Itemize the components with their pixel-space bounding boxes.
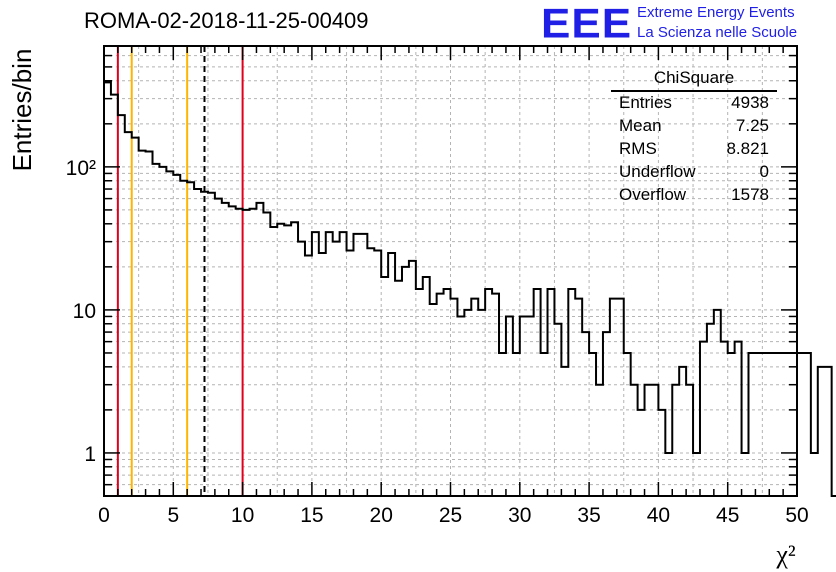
stats-row-underflow: Underflow 0: [619, 162, 769, 184]
grid-lines: [104, 46, 797, 496]
x-tick-labels: 0 5 10 15 20 25 30 35 40 45 50: [98, 504, 809, 527]
y-tick-label: 10: [73, 300, 96, 323]
x-tick-label: 45: [716, 504, 739, 527]
stats-label: Mean: [619, 116, 662, 135]
x-tick-label: 25: [439, 504, 462, 527]
x-axis-label: χ²: [775, 540, 796, 569]
x-tick-label: 20: [370, 504, 393, 527]
stats-divider: [611, 90, 777, 92]
stats-label: Entries: [619, 93, 672, 112]
y-tick-labels: 1 10 10²: [66, 157, 96, 466]
stats-value: 4938: [731, 93, 769, 112]
x-tick-label: 15: [300, 504, 323, 527]
stats-title: ChiSquare: [653, 68, 735, 87]
page-title: ROMA-02-2018-11-25-00409: [84, 8, 369, 33]
stats-row-entries: Entries 4938: [619, 93, 769, 115]
x-tick-label: 35: [577, 504, 600, 527]
stats-label: RMS: [619, 139, 657, 158]
stats-row-mean: Mean 7.25: [619, 116, 769, 138]
x-tick-label: 50: [785, 504, 808, 527]
reference-lines: [116, 46, 244, 496]
x-tick-label: 5: [167, 504, 179, 527]
stats-box: ChiSquare Entries 4938 Mean 7.25 RMS 8.8…: [611, 66, 777, 208]
histogram-series: [104, 81, 836, 497]
stats-value: 1578: [731, 185, 769, 204]
stats-label: Underflow: [619, 162, 696, 181]
logo-tagline-1: Extreme Energy Events: [637, 4, 795, 21]
logo-tagline-2: La Scienza nelle Scuole: [637, 24, 798, 41]
stats-row-rms: RMS 8.821: [619, 139, 769, 161]
x-tick-label: 30: [508, 504, 531, 527]
y-tick-label: 10²: [66, 157, 96, 180]
stats-value: 7.25: [735, 116, 769, 135]
stats-value: 0: [759, 162, 769, 181]
eee-logo: EEE: [541, 0, 633, 47]
x-tick-label: 0: [98, 504, 110, 527]
axis-ticks: [103, 46, 798, 496]
x-tick-label: 10: [231, 504, 254, 527]
y-axis-label: Entries/bin: [7, 49, 37, 172]
y-tick-label: 1: [84, 443, 96, 466]
stats-row-overflow: Overflow 1578: [619, 185, 769, 207]
stats-label: Overflow: [619, 185, 687, 204]
x-tick-label: 40: [647, 504, 670, 527]
stats-value: 8.821: [726, 139, 769, 158]
